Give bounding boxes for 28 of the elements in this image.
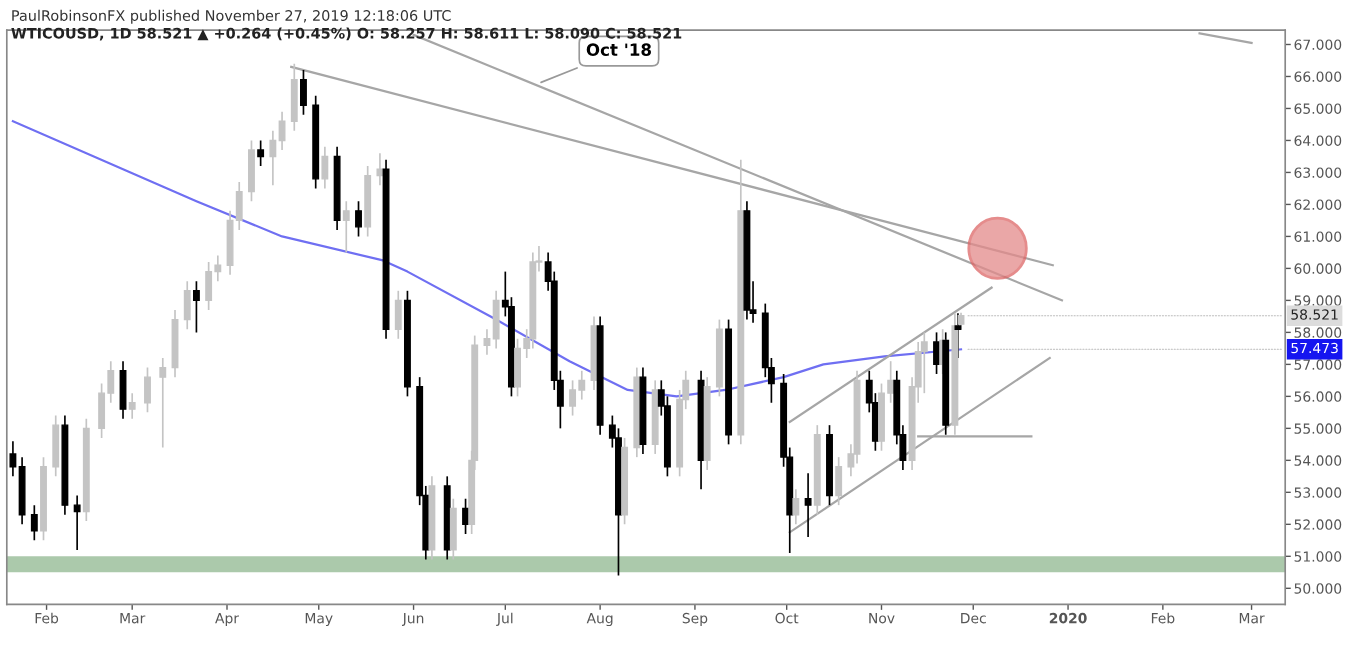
candlestick (192, 280, 200, 334)
candlestick (394, 289, 402, 340)
candlestick (290, 62, 298, 132)
candlestick (355, 200, 362, 238)
candlestick (376, 152, 384, 187)
candlestick (449, 497, 457, 561)
candlestick (248, 139, 255, 203)
candlestick (342, 200, 350, 254)
candlestick (205, 261, 213, 311)
candlestick (792, 488, 800, 526)
candlestick (835, 456, 843, 506)
candlestick (257, 139, 265, 167)
candlestick (569, 379, 577, 417)
line-series (11, 120, 963, 398)
candlestick (300, 69, 307, 116)
candlestick (159, 357, 167, 449)
candlestick (321, 146, 329, 190)
candlestick (183, 280, 191, 331)
candlestick (492, 289, 500, 350)
candlestick (30, 504, 38, 542)
annotation: Oct '18 (586, 43, 651, 56)
candlestick (128, 392, 136, 420)
candlestick (804, 472, 812, 538)
candlestick (878, 382, 885, 452)
candlestick (920, 331, 928, 395)
candlestick (52, 414, 60, 478)
candlestick (73, 494, 81, 551)
candlestick (144, 366, 151, 414)
